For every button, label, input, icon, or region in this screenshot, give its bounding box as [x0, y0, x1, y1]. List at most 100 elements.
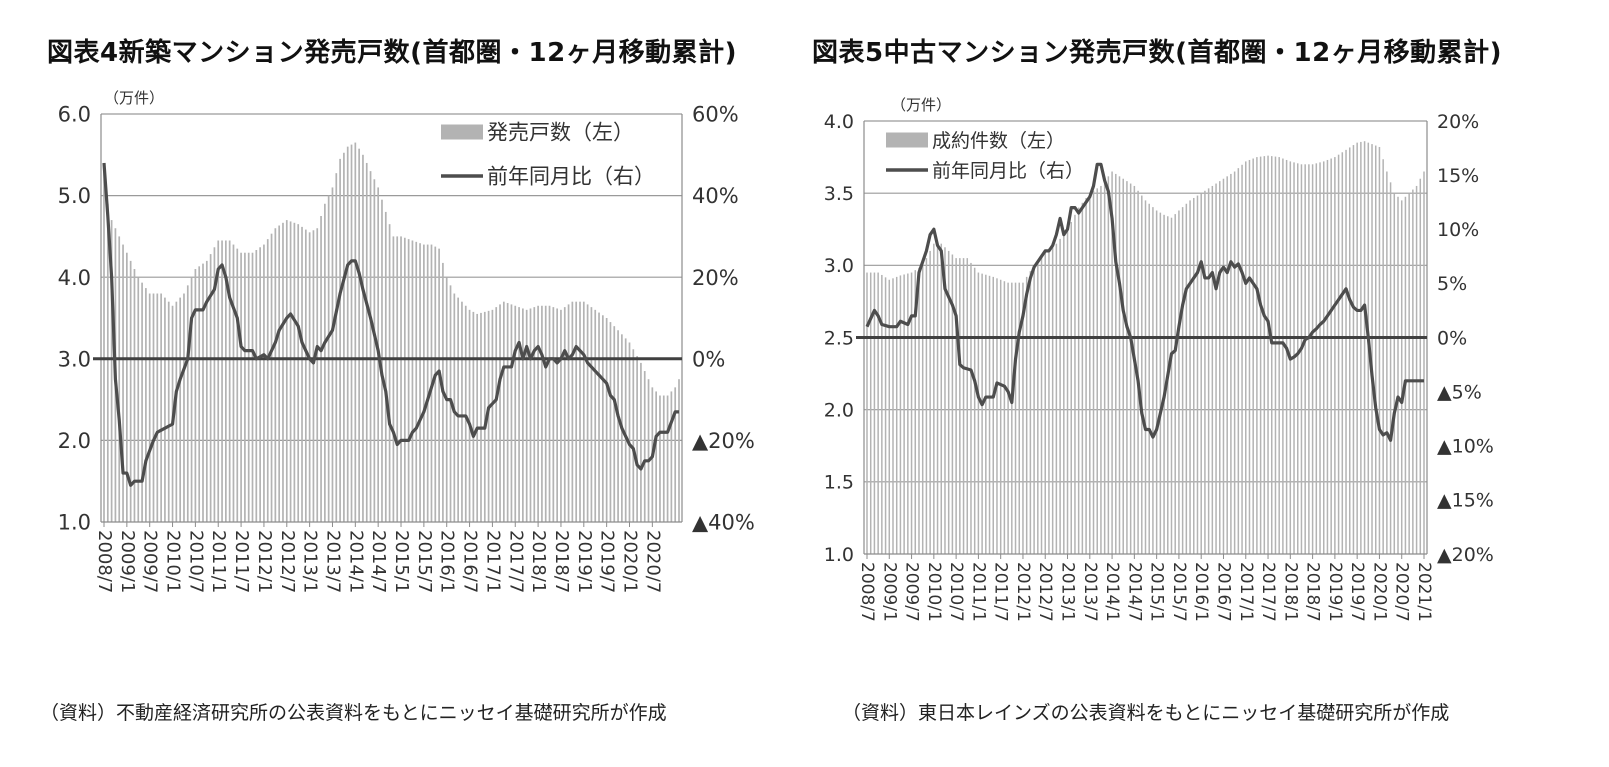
bar [461, 301, 463, 522]
bar [221, 240, 223, 523]
x-tick-label: 2015/1 [1147, 562, 1167, 622]
bar [255, 250, 258, 522]
bar [1148, 203, 1150, 555]
x-tick-label: 2013/7 [322, 530, 343, 593]
y-tick-label-left: 4.0 [58, 266, 91, 290]
bar [1348, 147, 1351, 554]
bar [339, 158, 341, 522]
bar [947, 250, 950, 554]
bar [1174, 214, 1176, 554]
bar [1204, 190, 1206, 554]
bar [598, 312, 600, 522]
y-tick-label-right: 15% [1437, 165, 1479, 187]
x-tick-label: 2017/7 [505, 530, 526, 593]
bar [518, 307, 520, 522]
bar [1222, 178, 1225, 554]
bar [1051, 246, 1054, 555]
bar [1389, 182, 1392, 554]
bar [1245, 161, 1247, 554]
bar [1300, 164, 1303, 555]
bar [358, 148, 360, 522]
y-tick-label-left: 3.5 [824, 183, 854, 205]
x-tick-label: 2010/1 [163, 530, 184, 593]
bar [145, 288, 147, 522]
bar [1185, 203, 1188, 555]
bar [1141, 195, 1143, 555]
bar [914, 270, 917, 554]
bar [1267, 155, 1269, 554]
x-tick-label: 2012/1 [1013, 562, 1033, 622]
bar [1412, 189, 1414, 554]
x-tick-label: 2018/1 [1280, 562, 1300, 622]
bar [525, 309, 528, 522]
bar [1100, 185, 1102, 554]
bar [350, 144, 353, 522]
bar [164, 297, 166, 522]
x-tick-label: 2019/1 [574, 530, 595, 593]
bar [301, 226, 303, 522]
bar [560, 309, 562, 522]
y-tick-label-right: 0% [1437, 327, 1467, 349]
y-tick-label-left: 4.0 [824, 111, 854, 133]
bar [1423, 171, 1425, 554]
bar [483, 311, 486, 522]
bar [670, 391, 673, 522]
bar [499, 304, 501, 522]
y-tick-label-right: 10% [1437, 219, 1479, 241]
bar [1081, 202, 1084, 555]
bar [877, 272, 879, 554]
bar [1282, 158, 1284, 554]
bar [999, 279, 1002, 554]
bar [167, 301, 170, 522]
bar [1126, 181, 1128, 554]
bar [343, 152, 345, 522]
bar [903, 274, 905, 554]
bar [209, 254, 212, 522]
x-tick-label: 2009/1 [117, 530, 138, 593]
bar [537, 305, 539, 522]
y-tick-label-left: 3.0 [824, 255, 854, 277]
bar [160, 293, 162, 522]
bar [1360, 141, 1362, 554]
bar [548, 305, 551, 522]
bar [977, 272, 980, 554]
bar [293, 222, 296, 523]
bar [1144, 200, 1147, 554]
bar [659, 395, 661, 522]
legend-swatch-bar [886, 132, 928, 148]
bar [992, 276, 995, 554]
bar [202, 263, 204, 522]
bar [888, 279, 891, 554]
bar [1122, 178, 1124, 554]
x-tick-label: 2009/7 [902, 562, 922, 622]
bar [506, 303, 509, 522]
bar [929, 250, 931, 554]
x-tick-label: 2008/7 [857, 562, 877, 622]
bar [662, 395, 665, 522]
y-tick-label-left: 1.0 [58, 511, 91, 535]
bar [921, 265, 924, 554]
x-tick-label: 2008/7 [94, 530, 115, 593]
bar [1415, 185, 1418, 554]
bar [491, 309, 494, 522]
y-tick-label-left: 1.5 [824, 472, 854, 494]
bar [362, 154, 364, 523]
bar [259, 247, 261, 522]
y-tick-label-left: 3.0 [58, 347, 91, 371]
x-tick-label: 2011/7 [991, 562, 1011, 622]
chart-title: 図表4新築マンション発売戸数(首都圏・12ヶ月移動累計) [47, 38, 738, 68]
bar [308, 232, 311, 522]
bar [1356, 142, 1358, 554]
bar [1059, 238, 1061, 554]
bar [324, 203, 326, 522]
bar [1211, 185, 1214, 554]
bar [320, 216, 322, 522]
bar [918, 267, 920, 554]
bar [1085, 197, 1087, 554]
bar [556, 308, 558, 522]
bar [1393, 193, 1396, 554]
bar [198, 266, 201, 522]
bar [522, 308, 524, 522]
bar [411, 240, 414, 523]
bar [476, 313, 479, 522]
